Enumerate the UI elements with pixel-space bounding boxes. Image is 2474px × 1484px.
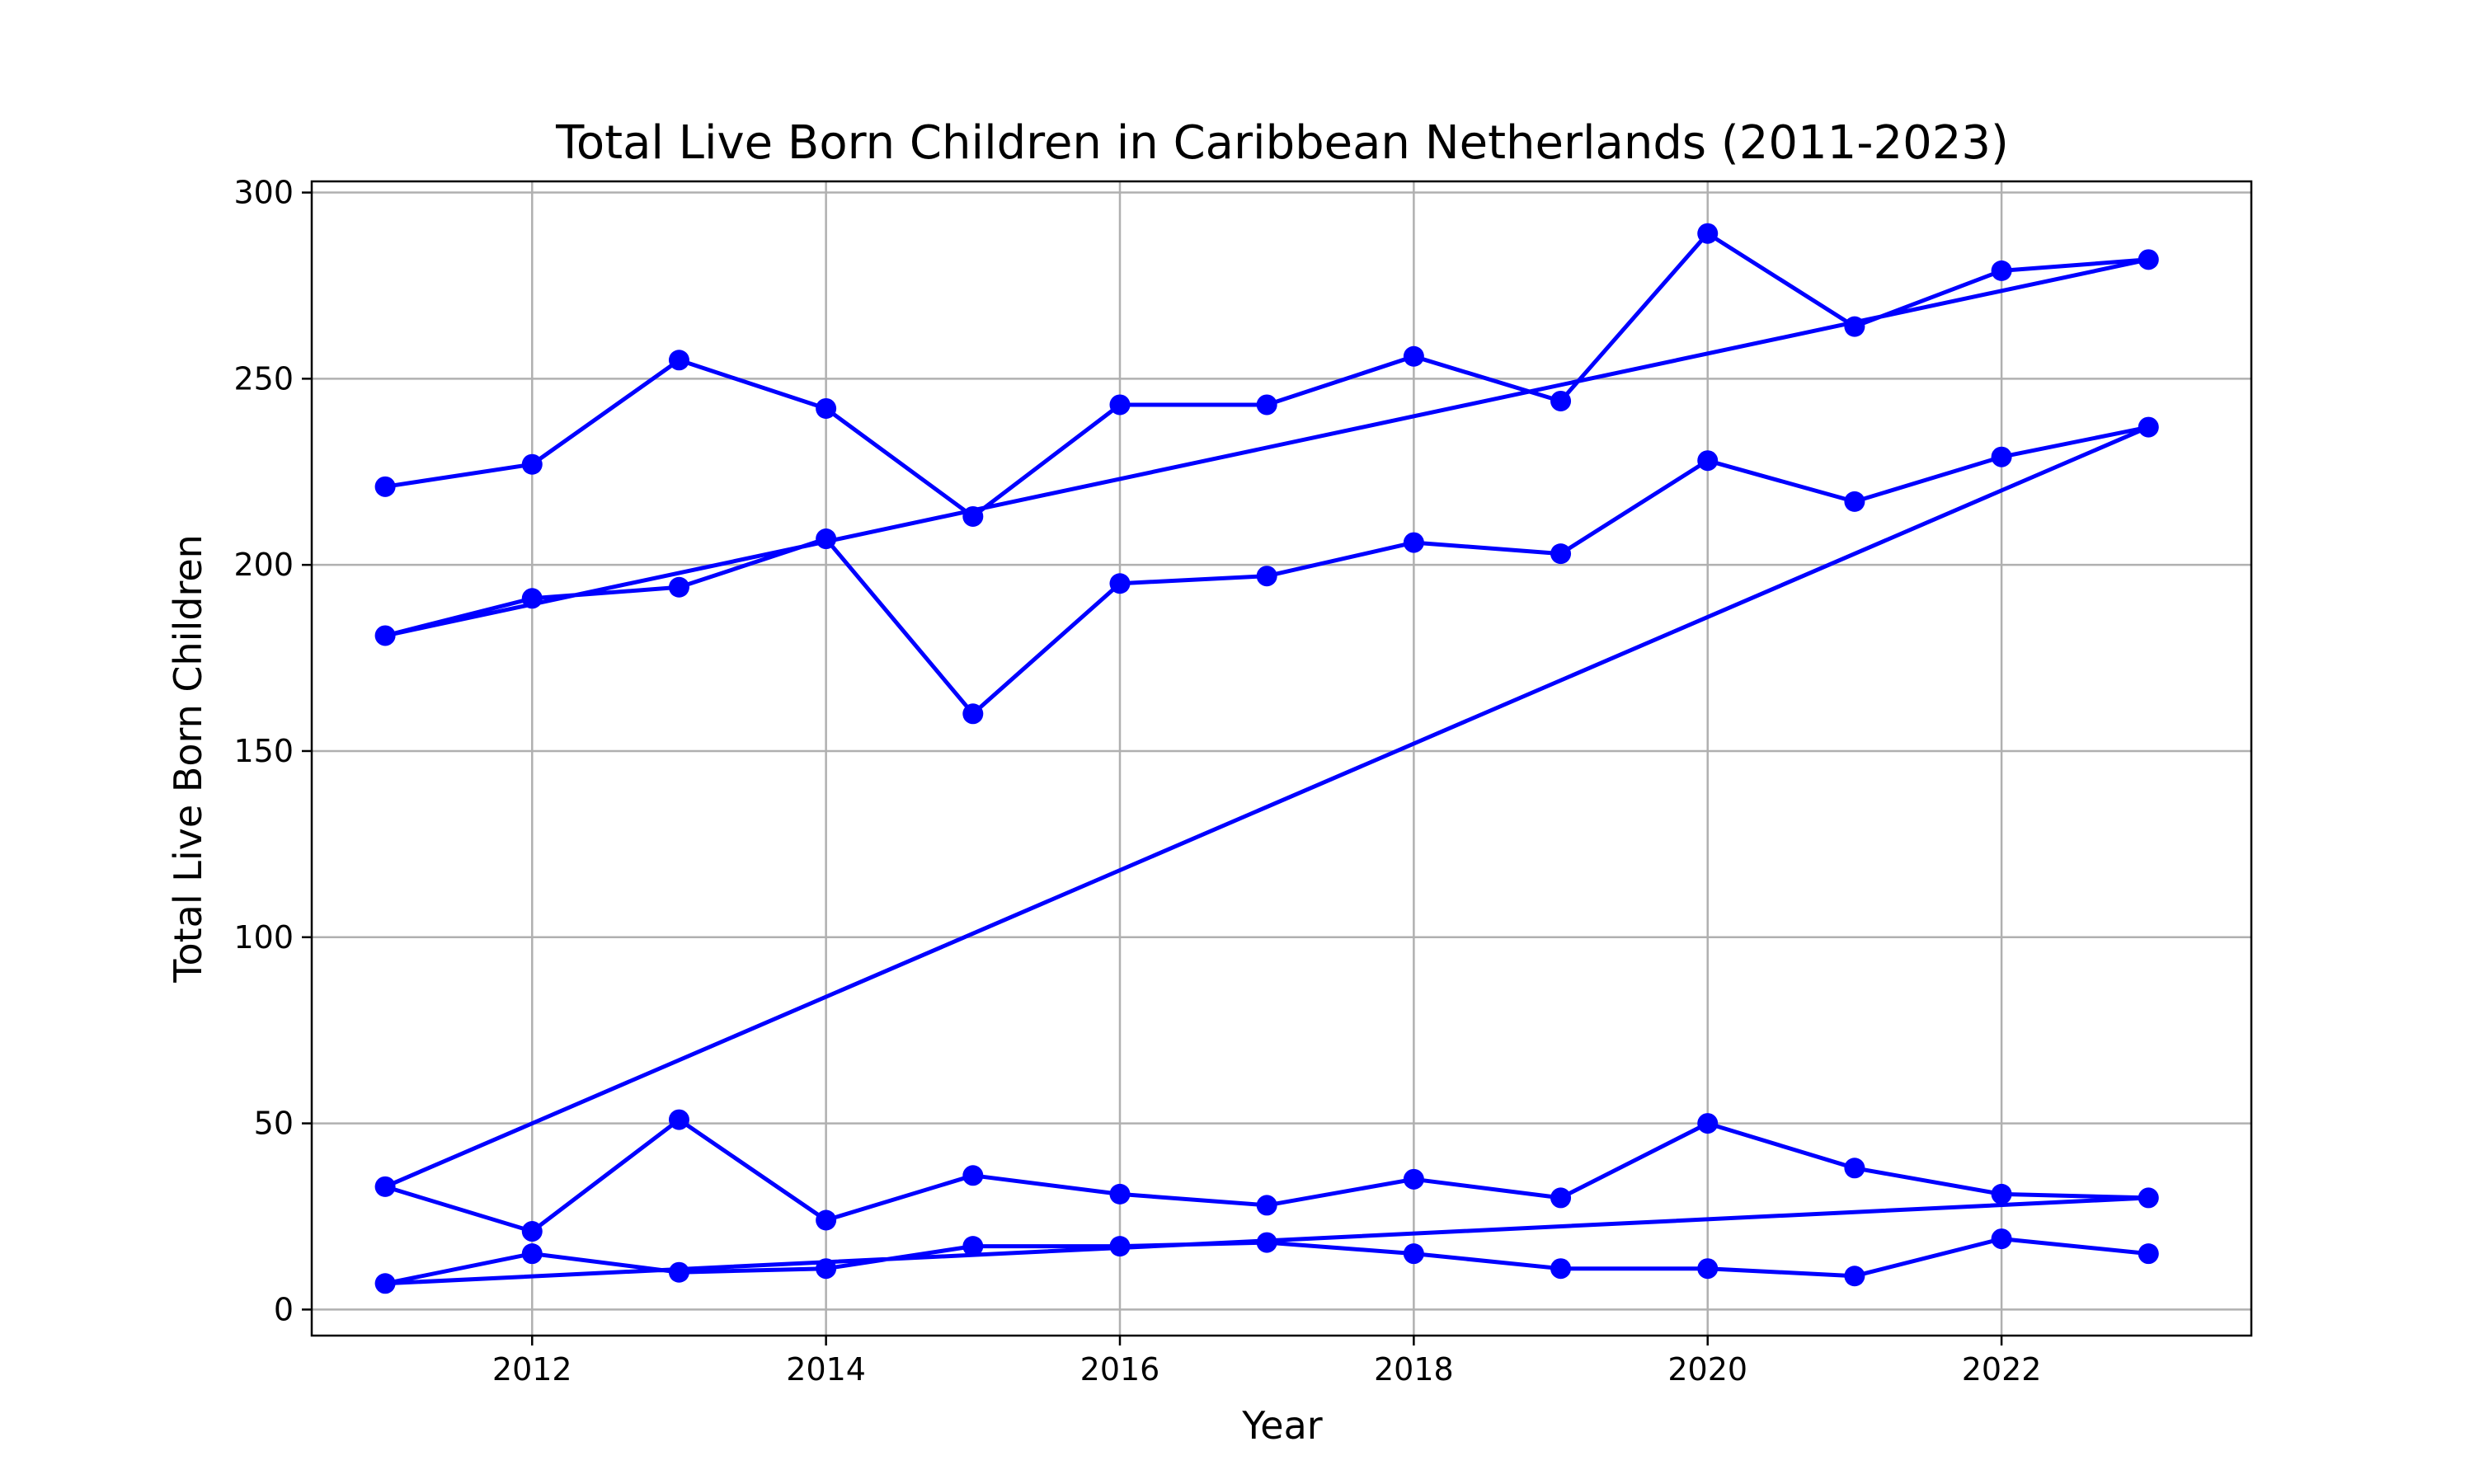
y-tick-label: 100 (233, 919, 294, 956)
data-point (1403, 532, 1424, 553)
data-point (816, 397, 837, 419)
y-tick-label: 250 (233, 360, 294, 397)
x-axis-label: Year (1241, 1403, 1322, 1448)
data-point (962, 505, 984, 527)
y-tick-label: 50 (254, 1106, 294, 1142)
data-point (2138, 1243, 2159, 1265)
x-tick-label: 2016 (1080, 1351, 1160, 1388)
series-markers (374, 223, 2159, 1294)
data-point (521, 588, 543, 609)
y-tick-label: 150 (233, 733, 294, 769)
series-lines (383, 231, 2151, 1286)
x-tick-label: 2020 (1667, 1351, 1747, 1388)
y-axis-label: Total Live Born Children (166, 534, 210, 984)
data-point (374, 1176, 396, 1197)
data-point (521, 1243, 543, 1265)
x-tick-label: 2012 (492, 1351, 572, 1388)
data-point (962, 1236, 984, 1257)
y-tick-label: 200 (233, 547, 294, 583)
data-point (816, 528, 837, 550)
data-point (1256, 566, 1277, 587)
data-point (374, 625, 396, 646)
data-point (374, 1273, 396, 1294)
data-point (2138, 416, 2159, 438)
data-point (1991, 260, 2012, 281)
grid (312, 181, 2251, 1336)
data-point (1844, 491, 1865, 512)
data-point (1109, 394, 1131, 416)
data-point (816, 1209, 837, 1231)
data-point (1697, 223, 1719, 244)
chart-title: Total Live Born Children in Caribbean Ne… (555, 116, 2009, 170)
data-point (1844, 1158, 1865, 1179)
data-point (668, 1261, 689, 1283)
data-point (1991, 1183, 2012, 1205)
data-point (668, 576, 689, 598)
data-point (374, 476, 396, 497)
data-point (1550, 543, 1572, 565)
data-point (1109, 1236, 1131, 1257)
series-line (383, 231, 2151, 1286)
data-point (1403, 345, 1424, 367)
data-point (668, 350, 689, 371)
data-point (1991, 446, 2012, 467)
data-point (1697, 1258, 1719, 1280)
x-tick-label: 2014 (786, 1351, 866, 1388)
data-point (1403, 1168, 1424, 1190)
data-point (1991, 1228, 2012, 1250)
data-point (962, 1165, 984, 1186)
data-point (1256, 394, 1277, 416)
data-point (1109, 573, 1131, 594)
data-point (1550, 1258, 1572, 1280)
data-point (1697, 1113, 1719, 1134)
data-point (962, 703, 984, 725)
x-tick-label: 2018 (1374, 1351, 1454, 1388)
data-point (1550, 390, 1572, 411)
data-point (816, 1258, 837, 1280)
data-point (1256, 1195, 1277, 1216)
axis-ticks: 2012 2014 2016 2018 2020 2022 0 50 100 150 200 250 3… (233, 175, 2041, 1388)
data-point (1550, 1187, 1572, 1209)
y-tick-label: 300 (233, 175, 294, 211)
data-point (2138, 249, 2159, 270)
data-point (668, 1109, 689, 1130)
data-point (1109, 1183, 1131, 1205)
data-point (521, 1221, 543, 1242)
plot-frame (310, 180, 2253, 1337)
data-point (1697, 450, 1719, 472)
data-point (1256, 1232, 1277, 1253)
y-tick-label: 0 (274, 1291, 294, 1327)
data-point (2138, 1187, 2159, 1209)
data-point (1403, 1243, 1424, 1265)
x-tick-label: 2022 (1962, 1351, 2042, 1388)
data-point (521, 453, 543, 475)
data-point (1844, 316, 1865, 337)
data-point (1844, 1266, 1865, 1287)
